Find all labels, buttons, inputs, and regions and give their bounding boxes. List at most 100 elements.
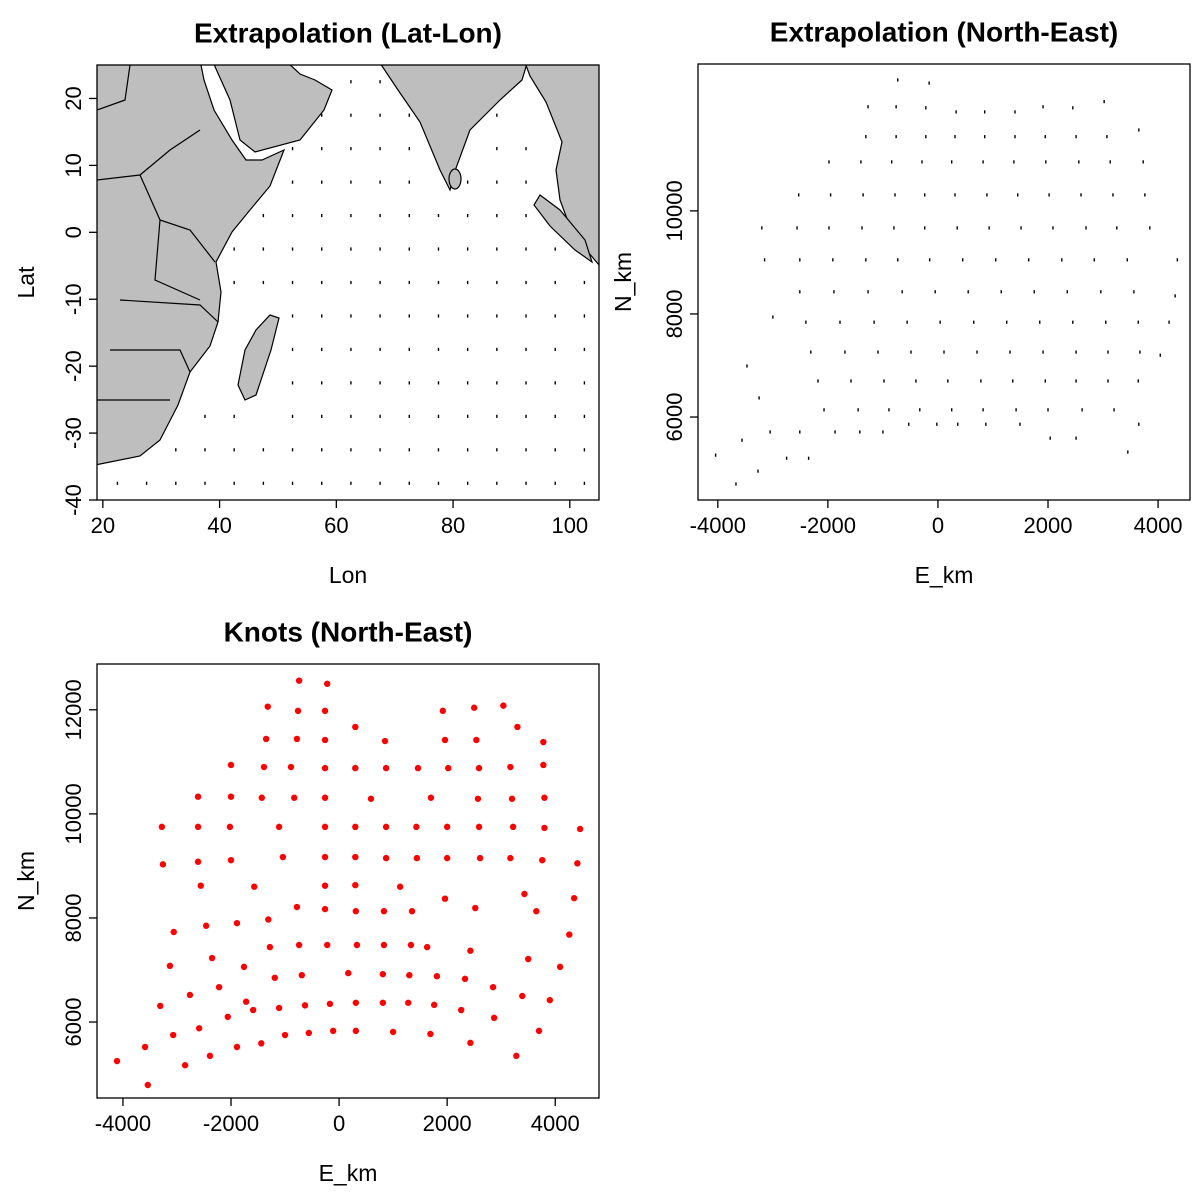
plot-frame — [96, 663, 600, 1099]
extrapolation-point — [408, 247, 410, 251]
extrapolation-point — [928, 258, 931, 262]
knot-point — [507, 854, 514, 862]
knot-point — [323, 680, 331, 687]
extrapolation-point — [1080, 193, 1082, 197]
extrapolation-point — [1028, 258, 1030, 262]
extrapolation-point — [988, 226, 990, 230]
extrapolation-point — [525, 213, 527, 218]
knot-point — [293, 735, 301, 743]
extrapolation-point — [758, 396, 760, 400]
extrapolation-point — [379, 147, 381, 151]
extrapolation-point — [984, 110, 986, 114]
knot-point — [441, 895, 449, 902]
extrapolation-point — [796, 226, 798, 230]
extrapolation-point — [850, 379, 852, 383]
knot-point — [535, 1027, 543, 1035]
extrapolation-point — [1019, 422, 1021, 426]
extrapolation-point — [769, 430, 771, 434]
knot-point — [382, 823, 390, 831]
extrapolation-point — [901, 290, 903, 294]
knot-point — [352, 999, 360, 1006]
extrapolation-point — [908, 422, 910, 426]
extrapolation-point — [321, 147, 323, 151]
knot-point — [291, 794, 298, 801]
extrapolation-point — [408, 347, 410, 352]
extrapolation-point — [291, 213, 294, 218]
x-axis-label: E_km — [319, 1160, 378, 1186]
extrapolation-point — [924, 193, 926, 197]
extrapolation-point — [839, 320, 841, 324]
extrapolation-point — [1138, 422, 1140, 426]
extrapolation-point — [408, 414, 410, 418]
extrapolation-point — [957, 422, 959, 426]
knot-point — [159, 861, 167, 868]
extrapolation-point — [746, 364, 748, 368]
knot-point — [423, 943, 431, 951]
knot-point — [195, 1025, 203, 1032]
knot-point — [406, 971, 413, 979]
knot-point — [258, 794, 266, 801]
extrapolation-point — [1012, 379, 1014, 383]
extrapolation-point — [877, 350, 879, 354]
extrapolation-point — [175, 448, 177, 452]
extrapolation-point — [583, 314, 586, 318]
knot-point — [194, 858, 202, 865]
knot-point — [305, 1029, 313, 1037]
extrapolation-point — [883, 379, 885, 383]
extrapolation-point — [1020, 226, 1022, 230]
extrapolation-point — [888, 408, 890, 412]
x-axis-label: Lon — [329, 562, 367, 588]
knot-point — [556, 963, 564, 971]
extrapolation-point — [823, 408, 825, 412]
extrapolation-point — [379, 414, 381, 418]
knot-point — [321, 853, 329, 861]
knot-point — [251, 883, 258, 890]
knot-point — [279, 853, 287, 861]
extrapolation-point — [1176, 258, 1179, 262]
extrapolation-point — [956, 226, 958, 230]
extrapolation-point — [583, 481, 586, 485]
extrapolation-point — [891, 160, 893, 164]
extrapolation-point — [496, 481, 498, 485]
knot-point — [249, 1006, 257, 1014]
knot-point — [427, 1030, 434, 1038]
extrapolation-point — [262, 448, 265, 452]
extrapolation-point — [437, 414, 440, 418]
knot-point — [157, 1002, 164, 1010]
extrapolation-point — [976, 350, 978, 354]
extrapolation-point — [1105, 320, 1107, 324]
x-tick-label: 20 — [91, 513, 115, 538]
extrapolation-point — [262, 481, 265, 485]
extrapolation-point — [735, 482, 737, 486]
extrapolation-point — [408, 280, 410, 285]
extrapolation-point — [1107, 350, 1109, 354]
land-sri-lanka — [448, 168, 462, 190]
extrapolation-point — [437, 347, 440, 352]
extrapolation-point — [350, 280, 352, 285]
extrapolation-point — [859, 430, 861, 434]
knot-point — [439, 707, 447, 715]
extrapolation-point — [951, 160, 953, 164]
points — [116, 80, 586, 485]
extrapolation-point — [1000, 290, 1002, 294]
knot-point — [352, 823, 359, 831]
extrapolation-point — [379, 113, 381, 117]
extrapolation-point — [350, 347, 352, 352]
extrapolation-point — [321, 213, 323, 218]
extrapolation-point — [741, 438, 743, 442]
knot-point — [266, 943, 274, 951]
extrapolation-point — [525, 314, 527, 318]
extrapolation-point — [496, 113, 498, 117]
knot-point — [242, 998, 250, 1005]
knot-point — [260, 763, 268, 771]
knot-point — [141, 1043, 149, 1051]
knot-point — [202, 922, 210, 929]
extrapolation-point — [291, 147, 294, 151]
extrapolation-point — [1047, 408, 1049, 412]
plot-frame — [96, 64, 600, 501]
extrapolation-point — [466, 481, 469, 485]
extrapolation-point — [1133, 290, 1135, 294]
extrapolation-point — [466, 280, 469, 285]
knot-point — [430, 1001, 438, 1009]
extrapolation-point — [408, 147, 410, 151]
